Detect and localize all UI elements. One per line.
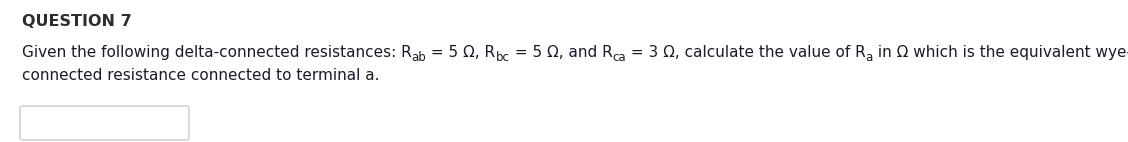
Text: Given the following delta-connected resistances: R: Given the following delta-connected resi… [23, 45, 412, 60]
FancyBboxPatch shape [20, 106, 190, 140]
Text: connected resistance connected to terminal a.: connected resistance connected to termin… [23, 68, 379, 83]
Text: a: a [865, 51, 873, 64]
Text: bc: bc [495, 51, 510, 64]
Text: = 3 Ω, calculate the value of R: = 3 Ω, calculate the value of R [626, 45, 865, 60]
Text: ca: ca [613, 51, 626, 64]
Text: QUESTION 7: QUESTION 7 [23, 14, 132, 29]
Text: = 5 Ω, R: = 5 Ω, R [426, 45, 495, 60]
Text: ab: ab [412, 51, 426, 64]
Text: in Ω which is the equivalent wye-: in Ω which is the equivalent wye- [873, 45, 1128, 60]
Text: = 5 Ω, and R: = 5 Ω, and R [510, 45, 613, 60]
